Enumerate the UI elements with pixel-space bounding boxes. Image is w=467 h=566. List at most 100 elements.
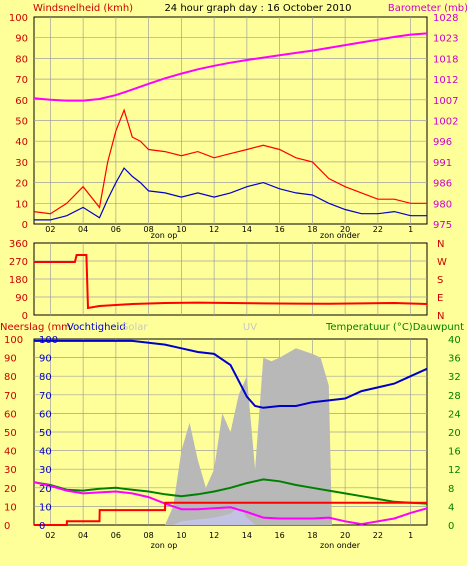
panel-series	[34, 254, 428, 310]
y-tick-label: 90	[15, 34, 28, 45]
dewpoint-line	[33, 481, 428, 526]
y-tick-label: 100	[9, 13, 28, 24]
panel-series	[33, 339, 428, 526]
y-tick-label: 70	[15, 75, 28, 86]
temperature-line	[33, 478, 428, 505]
barometer-axis: 975 980 986 991 996 1002 1007 1012 1018 1023 1028	[433, 13, 458, 231]
x-tick-label: 16	[275, 531, 285, 540]
y-tick-label: 30	[15, 158, 28, 169]
y-tick-label: 90	[4, 354, 17, 365]
y-tick-label: 80	[4, 372, 17, 383]
y-tick-label: N	[437, 311, 444, 322]
solar-area	[34, 348, 427, 525]
panel-series	[33, 32, 428, 221]
barometer-line	[33, 32, 428, 102]
x-tick-label: 18	[307, 225, 317, 234]
time-axis: 02 04 06 08 10 12 14 16 18 20 22 1	[45, 225, 413, 234]
y-tick-label: 180	[9, 275, 28, 286]
x-tick-label: 20	[340, 531, 350, 540]
y-tick-label: 20	[448, 428, 461, 439]
wind-speed-axis: 0 10 20 30 40 50 60 70 80 90 100	[9, 13, 28, 231]
humidity-temperature-panel: Neerslag (mm Vochtigheid Solar UV Temper…	[0, 322, 464, 550]
x-tick-label: 08	[144, 225, 154, 234]
wind-direction-line	[34, 254, 428, 310]
x-tick-label: 18	[307, 531, 317, 540]
temperature-axis: 0 4 8 12 16 20 24 28 32 36 40	[448, 335, 461, 532]
chart-title: 24 hour graph day : 16 October 2010	[164, 3, 351, 14]
y-tick-label: 60	[4, 409, 17, 420]
x-tick-label: 06	[111, 225, 121, 234]
y-tick-label: E	[437, 293, 443, 304]
uv-area	[34, 506, 427, 525]
y-tick-label: 991	[433, 158, 452, 169]
wind-speed-line	[34, 167, 427, 221]
x-tick-label: 08	[144, 531, 154, 540]
rain-axis-title: Neerslag (mm	[0, 322, 71, 333]
x-tick-label: 04	[78, 531, 88, 540]
x-tick-label: 02	[45, 225, 55, 234]
y-tick-label: 80	[15, 54, 28, 65]
y-tick-label: 1023	[433, 34, 458, 45]
y-tick-label: 980	[433, 199, 452, 210]
y-tick-label: 90	[39, 354, 52, 365]
y-tick-label: 12	[448, 465, 461, 476]
y-tick-label: S	[437, 275, 443, 286]
y-tick-label: 16	[448, 447, 461, 458]
humidity-line	[34, 339, 428, 409]
y-tick-label: 30	[39, 465, 52, 476]
y-tick-label: 60	[39, 409, 52, 420]
y-tick-label: 40	[39, 447, 52, 458]
y-tick-label: 1002	[433, 117, 458, 128]
x-tick-label: 10	[176, 225, 186, 234]
y-tick-label: 0	[39, 521, 45, 532]
sunrise-label: zon op	[151, 541, 178, 550]
x-tick-label: 1	[408, 531, 413, 540]
y-tick-label: 50	[39, 428, 52, 439]
x-tick-label: 06	[111, 531, 121, 540]
x-tick-label: 1	[408, 225, 413, 234]
y-tick-label: 100	[4, 335, 23, 346]
wind-axis-title: Windsnelheid (kmh)	[33, 3, 133, 14]
y-tick-label: 40	[4, 447, 17, 458]
y-tick-label: 20	[39, 484, 52, 495]
barometer-axis-title: Barometer (mb)	[388, 3, 467, 14]
y-tick-label: 4	[448, 502, 454, 513]
x-tick-label: 10	[176, 531, 186, 540]
y-tick-label: 10	[15, 199, 28, 210]
y-tick-label: 0	[448, 521, 454, 532]
y-tick-label: 20	[4, 484, 17, 495]
x-tick-label: 22	[373, 531, 383, 540]
x-tick-label: 14	[242, 531, 252, 540]
x-tick-label: 12	[209, 225, 219, 234]
sunset-label: zon onder	[320, 231, 361, 240]
humidity-axis-title: Vochtigheid	[67, 322, 126, 333]
y-tick-label: 100	[39, 335, 58, 346]
y-tick-label: 8	[448, 484, 454, 495]
y-tick-label: 80	[39, 372, 52, 383]
y-tick-label: 28	[448, 391, 461, 402]
rain-line	[34, 501, 427, 526]
y-tick-label: 1012	[433, 75, 458, 86]
y-tick-label: 40	[15, 137, 28, 148]
y-tick-label: 70	[4, 391, 17, 402]
y-tick-label: 996	[433, 137, 452, 148]
y-tick-label: 40	[448, 335, 461, 346]
y-tick-label: 50	[15, 117, 28, 128]
humidity-axis: 0 10 20 30 40 50 60 70 80 90 100	[39, 335, 58, 532]
x-tick-label: 16	[275, 225, 285, 234]
temperature-axis-title: Temperatuur (°C)Dauwpunt	[325, 322, 464, 333]
y-tick-label: 90	[15, 293, 28, 304]
y-tick-label: 50	[4, 428, 17, 439]
wind-direction-axis: 0 90 180 270 360	[9, 239, 28, 322]
y-tick-label: 32	[448, 372, 461, 383]
y-tick-label: 30	[4, 465, 17, 476]
x-tick-label: 20	[340, 225, 350, 234]
time-axis: 02 04 06 08 10 12 14 16 18 20 22 1	[45, 531, 413, 540]
x-tick-label: 22	[373, 225, 383, 234]
y-tick-label: 10	[39, 502, 52, 513]
uv-series-label: UV	[243, 322, 257, 333]
y-tick-label: 1007	[433, 96, 458, 107]
